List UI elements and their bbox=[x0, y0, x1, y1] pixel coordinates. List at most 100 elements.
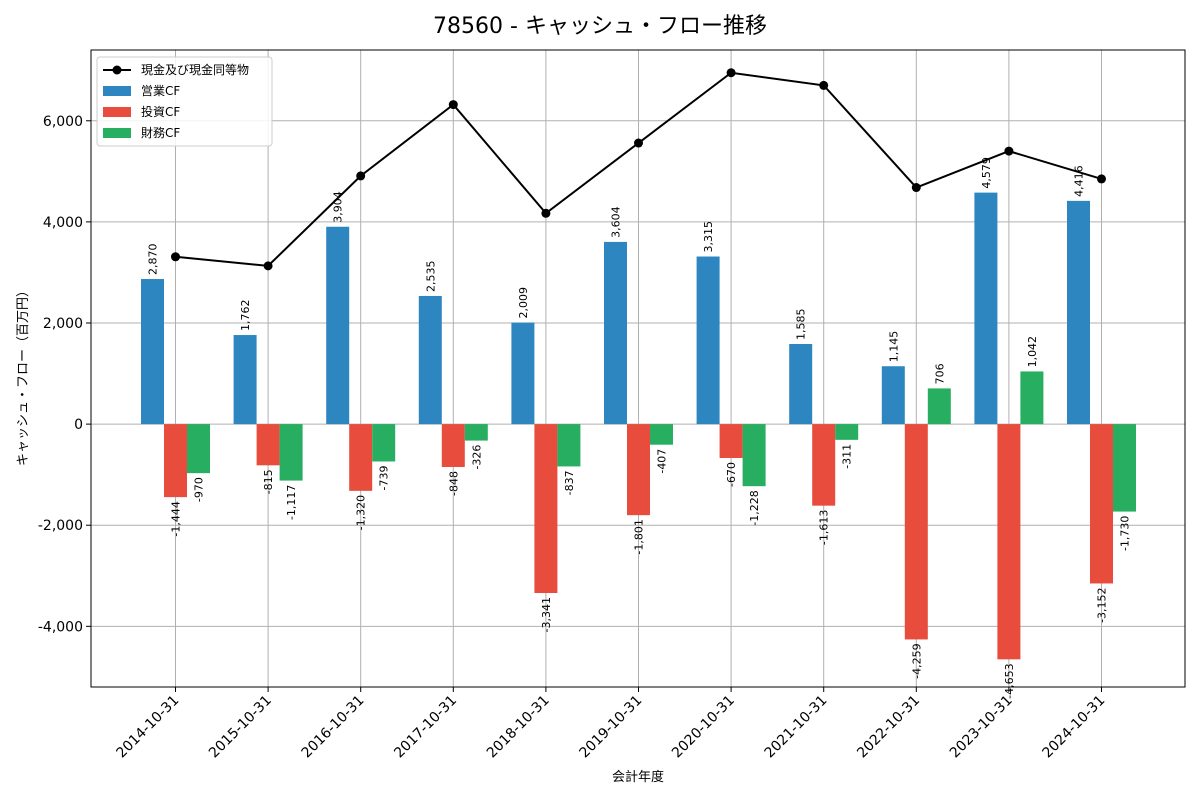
bar-data-label: 3,315 bbox=[702, 221, 715, 253]
bar-data-label: 4,579 bbox=[980, 157, 993, 189]
bar bbox=[279, 424, 303, 481]
bar-data-label: -407 bbox=[656, 449, 669, 474]
bar-data-label: -739 bbox=[378, 465, 391, 490]
bar bbox=[881, 366, 905, 425]
legend-swatch bbox=[103, 128, 131, 138]
bar bbox=[164, 424, 187, 498]
bar bbox=[441, 424, 465, 467]
bar-data-label: 706 bbox=[933, 363, 946, 384]
x-tick-label: 2014-10-31 bbox=[113, 693, 182, 762]
y-tick-label: 0 bbox=[74, 417, 83, 433]
bar bbox=[464, 424, 488, 441]
bar-data-label: 1,042 bbox=[1026, 336, 1039, 368]
x-axis-label: 会計年度 bbox=[612, 769, 664, 785]
bar-data-label: 1,145 bbox=[887, 331, 900, 363]
bar-data-label: -815 bbox=[262, 469, 275, 494]
bar-data-label: 1,762 bbox=[239, 300, 252, 332]
bar-data-label: 1,585 bbox=[795, 308, 808, 340]
x-tick-label: 2023-10-31 bbox=[947, 693, 1016, 762]
bar-data-label: -1,320 bbox=[355, 495, 368, 530]
bar bbox=[789, 343, 813, 425]
bar-data-label: 2,535 bbox=[424, 260, 437, 292]
x-tick-label: 2024-10-31 bbox=[1039, 693, 1108, 762]
legend-label: 現金及び現金同等物 bbox=[141, 62, 249, 77]
bar-data-label: -1,730 bbox=[1119, 516, 1132, 551]
bar-data-label: -970 bbox=[193, 477, 206, 502]
y-tick-label: -2,000 bbox=[38, 518, 83, 534]
bar-data-label: -326 bbox=[470, 445, 483, 470]
bar-data-label: -670 bbox=[725, 462, 738, 487]
bar bbox=[904, 424, 928, 640]
bar-data-label: -3,152 bbox=[1096, 587, 1109, 622]
line-layer bbox=[171, 68, 1106, 271]
bar-data-label: -1,117 bbox=[285, 485, 298, 520]
bar bbox=[650, 424, 673, 445]
legend-label: 財務CF bbox=[141, 125, 180, 140]
data-labels-layer: 2,870 1,762 3,904 2,535 2,009 3,604 3,315 1,585… bbox=[147, 157, 1132, 699]
cash-line-point bbox=[171, 252, 180, 262]
x-tick-label: 2016-10-31 bbox=[299, 693, 368, 762]
bar-data-label: 3,604 bbox=[610, 206, 623, 238]
bar-data-label: -837 bbox=[563, 470, 576, 495]
bar-data-label: -1,801 bbox=[633, 519, 646, 554]
bar bbox=[187, 424, 210, 474]
bar-data-label: 4,416 bbox=[1073, 165, 1086, 197]
y-axis: -4,000 -2,000 0 2,000 4,000 6,000 bbox=[38, 114, 91, 635]
legend-label: 投資CF bbox=[141, 104, 180, 119]
legend-swatch bbox=[103, 86, 131, 96]
bar bbox=[557, 424, 581, 467]
bar-data-label: 3,904 bbox=[332, 191, 345, 223]
x-tick-label: 2022-10-31 bbox=[854, 693, 923, 762]
cash-line-point bbox=[1097, 174, 1106, 184]
legend-box bbox=[96, 56, 273, 147]
y-axis-label: キャッシュ・フロー（百万円） bbox=[16, 284, 31, 466]
bar bbox=[326, 226, 350, 425]
bar bbox=[511, 322, 535, 425]
cash-line-point bbox=[1004, 146, 1014, 156]
bar bbox=[604, 241, 627, 425]
x-tick-label: 2015-10-31 bbox=[206, 693, 275, 762]
cash-line-point bbox=[726, 68, 736, 78]
bar bbox=[1067, 200, 1090, 425]
bar-data-label: -1,444 bbox=[170, 501, 183, 536]
bar bbox=[1113, 424, 1136, 512]
bar bbox=[997, 424, 1021, 660]
bar bbox=[418, 295, 442, 425]
y-tick-label: 2,000 bbox=[43, 316, 83, 332]
bar-data-label: -311 bbox=[841, 444, 854, 469]
bar bbox=[534, 424, 558, 594]
y-tick-label: 6,000 bbox=[43, 114, 83, 130]
y-tick-label: 4,000 bbox=[43, 215, 83, 231]
bar bbox=[742, 424, 766, 487]
cash-line-point bbox=[819, 80, 829, 90]
bar bbox=[1020, 371, 1044, 425]
x-tick-label: 2020-10-31 bbox=[669, 693, 738, 762]
bar-data-label: -1,613 bbox=[818, 510, 831, 545]
bar bbox=[256, 424, 280, 466]
legend-label: 営業CF bbox=[141, 84, 180, 98]
bar bbox=[349, 424, 373, 491]
x-tick-label: 2017-10-31 bbox=[391, 693, 460, 762]
bar-data-label: -4,259 bbox=[910, 643, 923, 678]
x-tick-label: 2018-10-31 bbox=[484, 693, 553, 762]
chart-title: 78560 - キャッシュ・フロー推移 bbox=[433, 14, 767, 39]
bar bbox=[835, 424, 859, 440]
bars-layer bbox=[141, 192, 1136, 660]
bar bbox=[233, 335, 257, 425]
bar-data-label: -4,653 bbox=[1003, 663, 1016, 698]
grid-layer bbox=[91, 50, 1185, 687]
bar-data-label: -3,341 bbox=[540, 597, 553, 632]
bar bbox=[696, 256, 720, 425]
x-tick-label: 2019-10-31 bbox=[576, 693, 645, 762]
bar-data-label: -1,228 bbox=[748, 490, 761, 525]
y-tick-label: -4,000 bbox=[38, 619, 83, 635]
bar bbox=[812, 424, 836, 506]
bar bbox=[141, 279, 164, 425]
bar bbox=[372, 424, 396, 462]
bar bbox=[627, 424, 650, 516]
bar bbox=[927, 388, 951, 425]
bar bbox=[719, 424, 743, 458]
cash-line-point bbox=[356, 171, 366, 181]
